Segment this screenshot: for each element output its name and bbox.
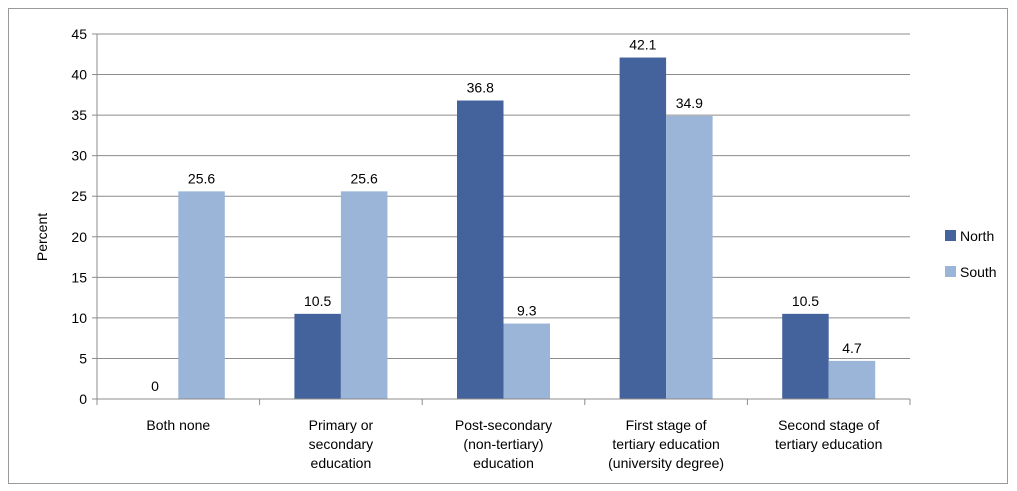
y-tick-label: 20: [71, 229, 87, 245]
y-tick-label: 40: [71, 67, 87, 83]
x-tick-label: Second stage of: [778, 417, 879, 433]
data-label: 4.7: [842, 340, 862, 356]
x-tick-label: First stage of: [626, 417, 707, 433]
data-label: 9.3: [517, 303, 537, 319]
bar-north: [619, 57, 667, 400]
bar-north: [782, 313, 829, 399]
bar-south: [503, 323, 550, 399]
legend: North South: [945, 228, 997, 280]
data-label: 36.8: [467, 80, 494, 96]
bar-south: [828, 360, 876, 399]
x-tick-label: education: [311, 455, 372, 471]
bar-south: [666, 115, 713, 399]
bar-north: [294, 313, 341, 399]
chart-frame: [8, 8, 1008, 484]
x-axis: Both none Primary or secondary education Pos…: [96, 398, 911, 471]
bar-north: [457, 100, 504, 399]
bar-south: [178, 191, 225, 399]
x-tick-label: (university degree): [608, 455, 724, 471]
data-label: 0: [151, 378, 159, 394]
y-tick-label: 45: [71, 26, 87, 42]
y-tick-label: 25: [71, 188, 87, 204]
legend-swatch-south: [945, 266, 956, 277]
bars: [178, 57, 876, 400]
data-labels: 0 25.6 10.5 25.6 36.8 9.3 42.1 34.9 10.5 4.7: [151, 37, 862, 394]
data-label: 10.5: [792, 293, 819, 309]
x-tick-label: tertiary education: [612, 436, 719, 452]
legend-label-north: North: [960, 228, 994, 244]
legend-label-south: South: [960, 264, 997, 280]
x-tick-label: Both none: [146, 417, 210, 433]
x-tick-label: tertiary education: [775, 436, 882, 452]
data-label: 25.6: [188, 170, 215, 186]
x-tick-label: (non-tertiary): [463, 436, 543, 452]
y-tick-label: 5: [79, 350, 87, 366]
x-tick-label: education: [473, 455, 534, 471]
data-label: 25.6: [351, 170, 378, 186]
y-tick-label: 10: [71, 310, 87, 326]
gridlines: [97, 33, 910, 359]
x-tick-label: secondary: [309, 436, 374, 452]
x-tick-label: Post-secondary: [455, 417, 552, 433]
y-tick-label: 35: [71, 107, 87, 123]
y-tick-label: 30: [71, 148, 87, 164]
legend-swatch-north: [945, 230, 956, 241]
bar-south: [340, 191, 388, 399]
y-axis: 0 5 10 15 20 25 30 35 40 45: [71, 26, 98, 407]
y-axis-label: Percent: [34, 213, 50, 261]
data-label: 10.5: [304, 293, 331, 309]
data-label: 34.9: [676, 95, 703, 111]
y-tick-label: 0: [79, 391, 87, 407]
data-label: 42.1: [629, 37, 656, 53]
x-tick-label: Primary or: [309, 417, 374, 433]
y-tick-label: 15: [71, 269, 87, 285]
